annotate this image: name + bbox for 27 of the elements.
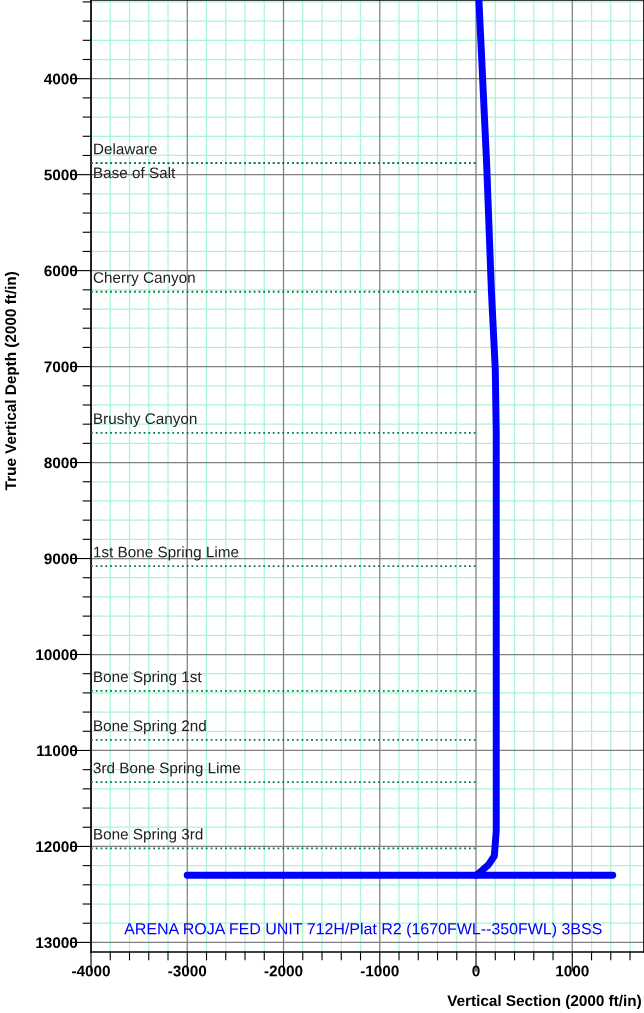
series-label: 3rd Bone Spring Lime [93, 762, 241, 777]
y-tick-label: 9000 [44, 553, 78, 565]
series-label: Cherry Canyon [93, 271, 195, 286]
x-tick-label: 1000 [556, 965, 589, 977]
y-tick-label: 8000 [44, 457, 78, 469]
series-label: Brushy Canyon [94, 412, 197, 428]
series-label: Bone Spring 2nd [94, 719, 206, 735]
x-tick-label: -3000 [168, 965, 207, 977]
x-tick-label: -2000 [264, 965, 303, 977]
y-tick-label: 11000 [37, 745, 78, 757]
series-label: Delaware [94, 143, 157, 155]
x-tick-label: -1000 [360, 965, 399, 977]
y-tick-label: 4000 [44, 73, 78, 85]
x-axis-title: Vertical Section (2000 ft/in) [447, 994, 641, 1010]
y-tick-label: 12000 [36, 841, 78, 853]
annotation: ARENA ROJA FED UNIT 712H/Plat R2 (1670FWL--350FWL) 3BSS [124, 922, 602, 938]
x-tick-label: -4000 [72, 965, 110, 977]
series-label: Bone Spring 3rd [94, 828, 203, 843]
y-tick-label: 6000 [44, 265, 78, 277]
series-label: Bone Spring 1st [94, 670, 202, 686]
x-tick-label: 0 [472, 965, 480, 977]
y-tick-label: 13000 [36, 937, 78, 949]
y-tick-label: 10000 [36, 649, 78, 661]
series-label: 1st Bone Spring Lime [94, 546, 239, 561]
y-tick-label: 5000 [44, 169, 78, 181]
y-tick-label: 7000 [44, 361, 78, 373]
y-axis-title: True Vertical Depth (2000 ft/in) [4, 272, 20, 491]
